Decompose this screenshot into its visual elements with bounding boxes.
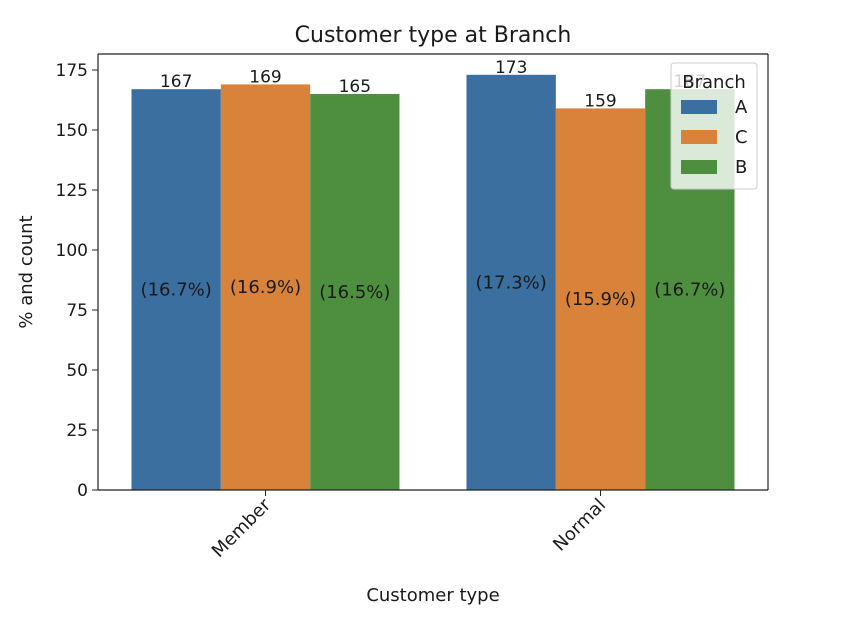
legend-swatch-a <box>681 100 717 114</box>
y-tick-label: 25 <box>66 421 88 441</box>
y-tick-label: 175 <box>56 61 88 81</box>
y-axis-label: % and count <box>16 215 37 328</box>
bar-percent-label: (16.7%) <box>654 280 725 301</box>
x-tick-label: Normal <box>549 495 610 556</box>
bar-value-label: 169 <box>249 67 281 87</box>
y-tick-label: 75 <box>66 301 88 321</box>
legend-label: C <box>735 127 748 148</box>
bar-value-label: 167 <box>160 72 192 92</box>
bar-c-member <box>220 84 311 491</box>
bar-value-label: 159 <box>584 91 616 111</box>
bar-percent-label: (16.9%) <box>230 277 301 298</box>
bar-value-label: 165 <box>339 77 371 97</box>
bar-percent-label: (15.9%) <box>565 289 636 310</box>
bar-percent-label: (17.3%) <box>476 272 547 293</box>
y-tick-label: 150 <box>56 121 88 141</box>
y-tick-label: 125 <box>56 181 88 201</box>
bar-c-normal <box>555 108 646 491</box>
y-tick-label: 0 <box>77 481 88 501</box>
bar-a-member <box>131 89 221 490</box>
legend-label: A <box>735 97 748 118</box>
plot-area: 167 (16.7%) 169 (16.9%) 165 (16.5%) 173 (17.3%)… <box>56 53 769 562</box>
x-axis-label: Customer type <box>366 585 499 606</box>
legend-frame <box>670 62 758 190</box>
bar-percent-label: (16.5%) <box>319 282 390 303</box>
bar-b-member <box>310 94 400 490</box>
bar-percent-label: (16.7%) <box>141 280 212 301</box>
chart-title: Customer type at Branch <box>295 23 572 48</box>
y-tick-label: 100 <box>56 241 88 261</box>
legend: Branch ACB <box>670 62 758 190</box>
legend-label: B <box>735 157 747 178</box>
legend-swatch-c <box>681 130 717 144</box>
y-tick-label: 50 <box>66 361 88 381</box>
legend-title: Branch <box>682 72 746 93</box>
bar-value-label: 173 <box>495 58 527 78</box>
bar-a-normal <box>466 74 556 491</box>
x-tick-label: Member <box>208 494 276 562</box>
legend-swatch-b <box>681 160 717 174</box>
